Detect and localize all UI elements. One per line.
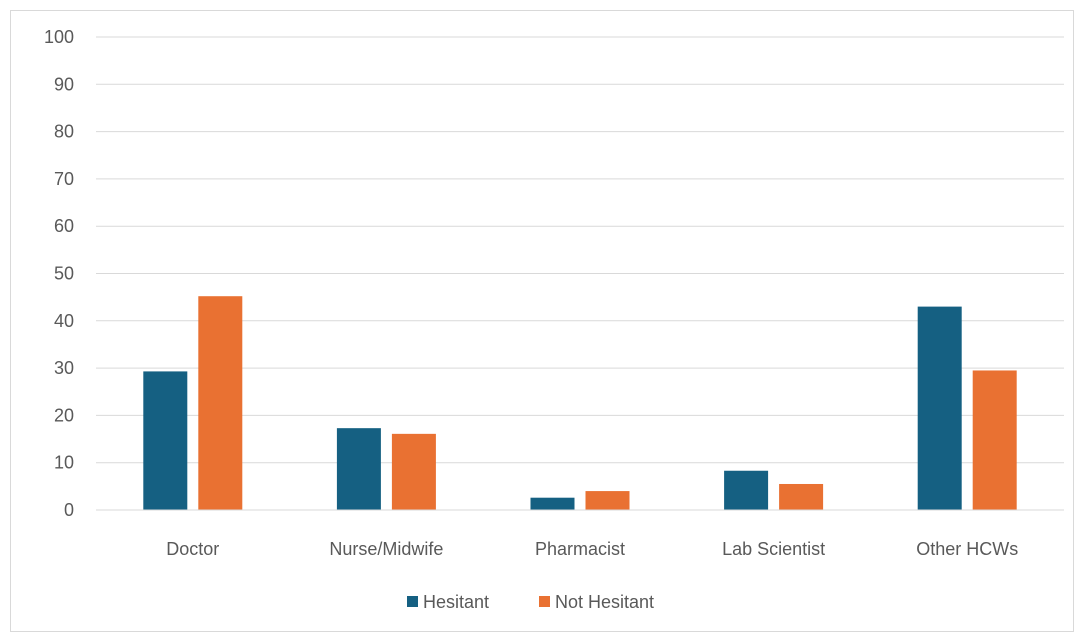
y-tick-label: 30: [54, 358, 74, 378]
x-category-label: Lab Scientist: [722, 539, 825, 559]
bar-not-hesitant: [972, 370, 1017, 510]
y-tick-label: 50: [54, 264, 74, 284]
y-tick-label: 100: [44, 27, 74, 47]
x-category-label: Other HCWs: [916, 539, 1018, 559]
x-category-label: Nurse/Midwife: [329, 539, 443, 559]
bar-hesitant: [336, 428, 381, 510]
bar-not-hesitant: [198, 296, 243, 510]
y-tick-label: 60: [54, 216, 74, 236]
x-category-label: Pharmacist: [535, 539, 625, 559]
bar-not-hesitant: [779, 483, 824, 510]
bar-hesitant: [917, 306, 962, 510]
y-tick-label: 40: [54, 311, 74, 331]
legend: Hesitant Not Hesitant: [407, 592, 654, 612]
x-category-label: Doctor: [166, 539, 219, 559]
bar-hesitant: [143, 371, 188, 510]
y-tick-label: 80: [54, 122, 74, 142]
y-tick-label: 10: [54, 453, 74, 473]
y-tick-label: 20: [54, 405, 74, 425]
legend-label: Hesitant: [423, 592, 489, 612]
bar-not-hesitant: [391, 433, 436, 510]
bars: [96, 296, 1064, 511]
legend-swatch: [539, 596, 550, 607]
bar-hesitant: [724, 470, 769, 510]
y-tick-label: 90: [54, 74, 74, 94]
y-axis-ticks: 0 10 20 30 40 50 60 70 80 90 100: [44, 27, 74, 520]
bar-hesitant: [530, 497, 575, 510]
y-tick-label: 70: [54, 169, 74, 189]
y-tick-label: 0: [64, 500, 74, 520]
x-axis-categories: Doctor Nurse/Midwife Pharmacist Lab Scienti…: [166, 539, 1018, 559]
bar-not-hesitant: [585, 491, 630, 510]
legend-swatch: [407, 596, 418, 607]
legend-label: Not Hesitant: [555, 592, 654, 612]
